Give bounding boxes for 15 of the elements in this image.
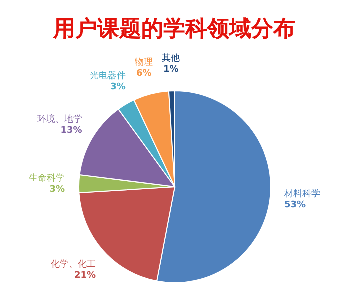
data-label: 53% [284, 200, 306, 211]
data-label: 3% [50, 185, 66, 196]
slice-label: 光电器件 [90, 70, 126, 82]
chart-title: 用户课题的学科领域分布 [52, 16, 296, 42]
data-label: 13% [60, 126, 82, 136]
slice-label: 其他 [162, 53, 180, 64]
slice-label: 环境、地学 [37, 114, 82, 125]
slice-label: 物理 [135, 56, 154, 68]
slice-label: 生命科学 [29, 173, 66, 184]
data-label: 1% [163, 65, 179, 76]
slice-label: 材料科学 [283, 188, 320, 200]
data-label: 3% [110, 82, 126, 92]
data-label: 21% [74, 271, 96, 282]
data-label: 6% [136, 68, 152, 79]
slice-label: 化学、化工 [50, 259, 96, 270]
